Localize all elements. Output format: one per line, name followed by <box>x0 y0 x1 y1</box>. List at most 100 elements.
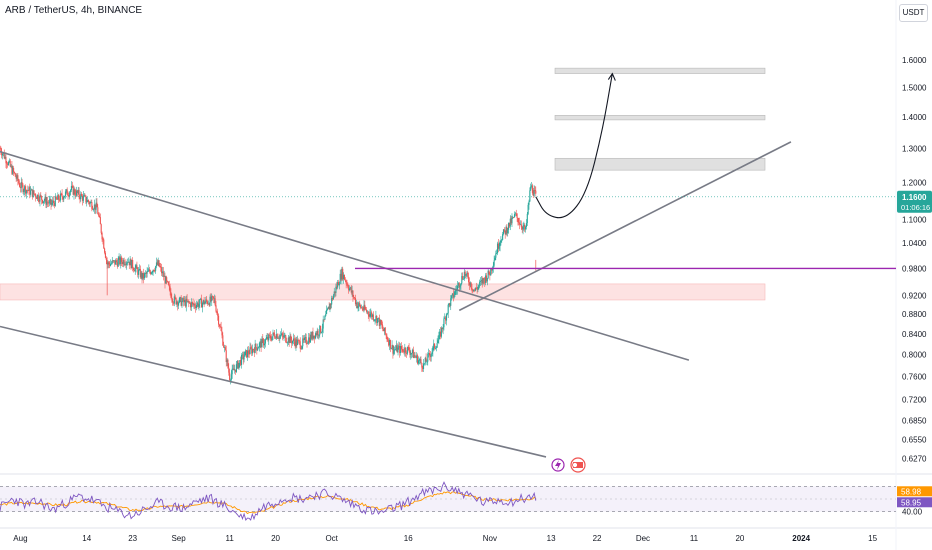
candle-body <box>66 189 68 196</box>
candle-body <box>208 303 210 306</box>
candle-body <box>219 326 221 328</box>
candle-body <box>223 347 226 349</box>
candle-body <box>285 335 287 343</box>
candle-body <box>0 148 1 150</box>
candle-body <box>240 355 243 365</box>
candle-body <box>303 337 306 340</box>
candle-body <box>168 284 170 287</box>
candle-body <box>107 262 109 265</box>
candle-body <box>7 162 10 165</box>
trendline-1[interactable] <box>0 150 690 361</box>
candle-body <box>214 298 216 306</box>
trendline-2[interactable] <box>0 325 547 458</box>
candle-body <box>468 282 471 286</box>
candle-body <box>115 260 118 263</box>
candle-body <box>355 302 357 305</box>
candle-body <box>63 197 65 200</box>
candle-body <box>206 299 208 302</box>
candle-body <box>122 259 124 265</box>
candle-body <box>37 194 39 201</box>
candle-body <box>269 335 272 339</box>
candle-body <box>199 299 201 304</box>
candle-body <box>2 153 4 156</box>
candle-body <box>55 196 57 199</box>
lightning-event-icon[interactable] <box>551 458 565 472</box>
support-zone[interactable] <box>0 283 766 301</box>
candle-body <box>440 327 442 337</box>
candle-body <box>424 357 426 364</box>
candle-body <box>362 309 364 311</box>
candle-body <box>436 343 438 348</box>
candle-body <box>195 306 197 309</box>
candle-body <box>144 273 146 279</box>
candle-body <box>209 296 211 306</box>
candle-body <box>314 333 317 339</box>
candle-body <box>61 193 63 197</box>
candle-body <box>272 332 274 337</box>
candle-body <box>146 271 148 274</box>
candle-body <box>370 312 372 315</box>
candle-body <box>375 315 377 320</box>
candle-body <box>7 164 9 165</box>
candle-body <box>324 316 326 320</box>
target-zone-3[interactable] <box>554 67 766 74</box>
flag-event-icon[interactable] <box>570 457 586 473</box>
candle-body <box>297 340 300 342</box>
candle-body <box>474 289 476 291</box>
target-zone-1[interactable] <box>554 157 766 171</box>
candle-body <box>91 202 93 209</box>
candle-body <box>20 182 22 189</box>
candle-body <box>141 272 143 279</box>
projection-curve[interactable] <box>535 73 613 219</box>
candle-body <box>289 335 291 343</box>
candle-body <box>172 302 175 304</box>
price-tick-label: 0.8000 <box>902 351 927 360</box>
candle-body <box>49 199 51 201</box>
target-zone-2[interactable] <box>554 115 766 121</box>
candle-body <box>323 319 325 321</box>
candle-body <box>466 272 468 275</box>
candle-body <box>338 283 340 286</box>
candle-body <box>231 368 233 375</box>
candle-body <box>501 239 503 242</box>
candle-body <box>104 248 106 253</box>
trendline-3[interactable] <box>458 141 792 312</box>
candle-body <box>244 351 246 357</box>
candle-body <box>531 185 533 193</box>
candle-body <box>58 199 61 201</box>
candle-body <box>47 201 49 203</box>
candle-body <box>390 348 392 350</box>
candle-body <box>432 346 434 352</box>
candle-body <box>68 195 70 197</box>
candle-body <box>356 302 358 309</box>
candle-body <box>33 190 35 195</box>
candle-body <box>217 313 219 316</box>
candle-body <box>409 351 411 355</box>
candle-body <box>512 217 514 218</box>
candle-body <box>535 190 537 194</box>
candle-body <box>480 279 482 282</box>
candle-body <box>155 262 158 267</box>
candle-body <box>8 160 10 163</box>
candle-body <box>455 290 457 292</box>
candle-body <box>468 276 470 283</box>
candle-body <box>163 275 165 277</box>
candle-body <box>492 265 494 268</box>
candle-body <box>210 296 212 301</box>
candle-body <box>236 361 238 365</box>
candle-body <box>347 283 349 288</box>
candle-body <box>27 190 29 192</box>
candle-body <box>500 241 502 242</box>
price-tick-label: 1.2000 <box>902 178 927 187</box>
candle-body <box>415 356 417 358</box>
candle-body <box>364 304 366 310</box>
candle-body <box>287 337 289 343</box>
candle-body <box>79 196 81 200</box>
candle-body <box>510 218 512 224</box>
candle-body <box>342 268 344 280</box>
candle-body <box>416 355 418 358</box>
candle-body <box>36 197 38 199</box>
candle-body <box>329 303 331 310</box>
currency-button[interactable]: USDT <box>899 4 928 22</box>
